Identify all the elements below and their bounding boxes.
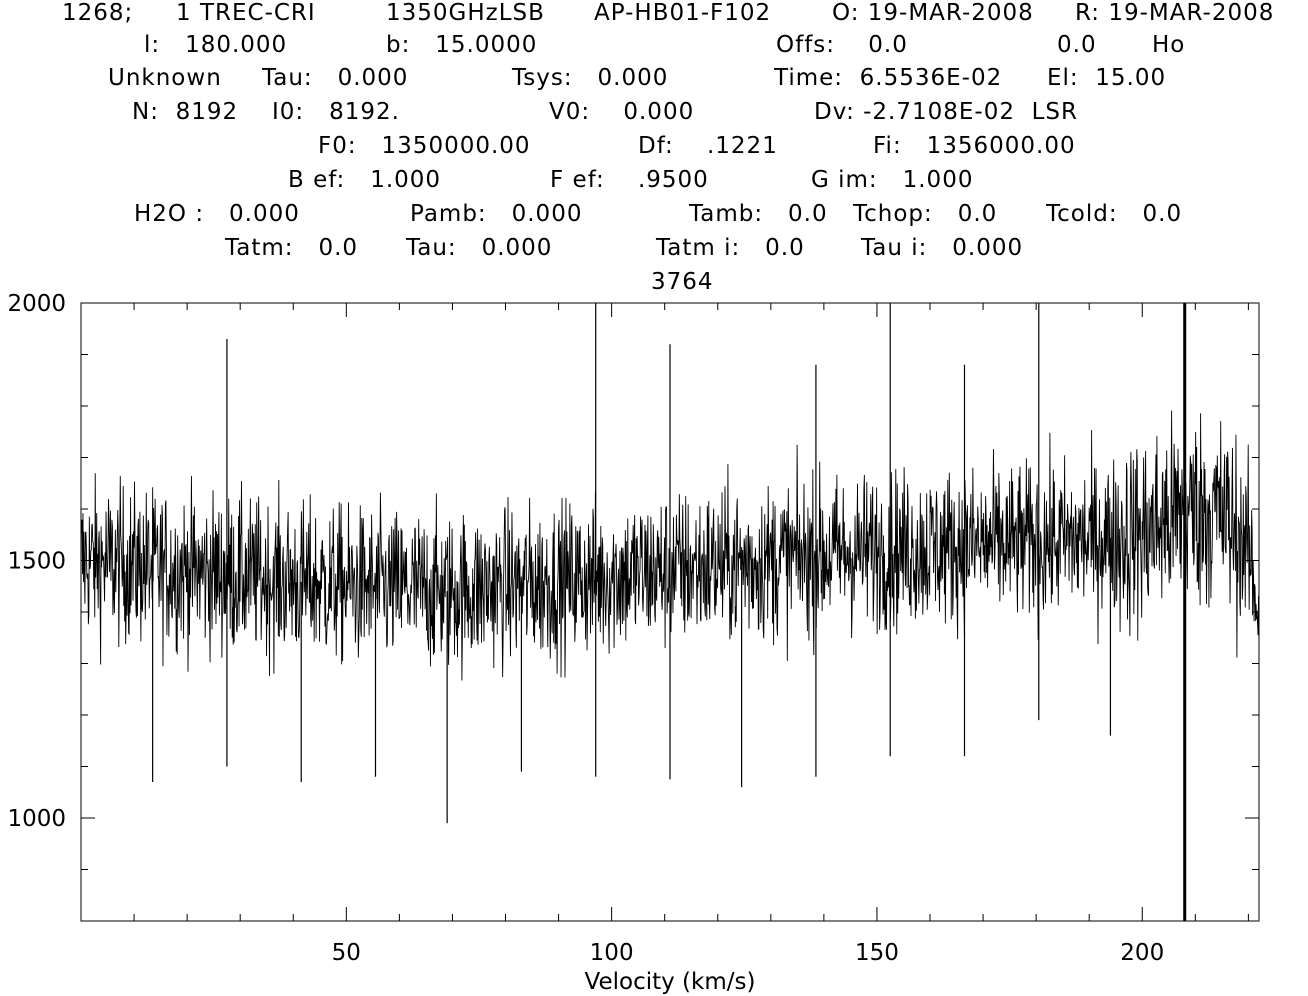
header-offs: Offs: 0.0 [776,32,908,58]
header-tamb: Tamb: 0.0 [689,201,828,227]
header-tau: Tau: 0.000 [262,65,409,91]
header-taui: Tau i: 0.000 [861,235,1024,261]
y-tick-label: 1500 [7,549,66,575]
y-tick-label: 2000 [7,291,66,317]
header-unknown: Unknown [108,65,222,91]
y-tick-label: 1000 [7,806,66,832]
header-h2o: H2O : 0.000 [134,201,300,227]
panel-number: 3764 [651,269,714,295]
header-tchop: Tchop: 0.0 [853,201,998,227]
header-beff: B ef: 1.000 [288,167,442,193]
header-tatmi: Tatm i: 0.0 [656,235,805,261]
header-ho: Ho [1152,32,1186,58]
x-tick-label: 50 [332,940,361,966]
header-ident: 1 TREC-CRI [176,0,316,26]
header-feff: F ef: .9500 [550,167,709,193]
header-el: El: 15.00 [1047,65,1167,91]
header-tsys: Tsys: 0.000 [512,65,669,91]
header-fi: Fi: 1356000.00 [873,133,1076,159]
header-line: 1350GHzLSB [386,0,545,26]
header-gim: G im: 1.000 [811,167,974,193]
header-tcold: Tcold: 0.0 [1046,201,1183,227]
header-obs-date: O: 19-MAR-2008 [832,0,1034,26]
header-pamb: Pamb: 0.000 [410,201,583,227]
header-df: Df: .1221 [638,133,778,159]
header-tatm: Tatm: 0.0 [225,235,359,261]
header-v0: V0: 0.000 [549,99,695,125]
header-time: Time: 6.5536E-02 [774,65,1003,91]
header-b: b: 15.0000 [386,32,538,58]
header-red-date: R: 19-MAR-2008 [1075,0,1275,26]
header-i0: I0: 8192. [272,99,400,125]
header-dv: Dv: -2.7108E-02 LSR [814,99,1079,125]
x-tick-label: 100 [590,940,634,966]
header-tau2: Tau: 0.000 [406,235,553,261]
x-axis-label: Velocity (km/s) [585,969,756,995]
header-offs2: 0.0 [1057,32,1097,58]
x-tick-label: 150 [855,940,899,966]
header-f0: F0: 1350000.00 [318,133,531,159]
header-telescope: AP-HB01-F102 [594,0,772,26]
header-l: l: 180.000 [144,32,288,58]
header-n: N: 8192 [132,99,239,125]
header-scan: 1268; [62,0,134,26]
x-tick-label: 200 [1120,940,1164,966]
